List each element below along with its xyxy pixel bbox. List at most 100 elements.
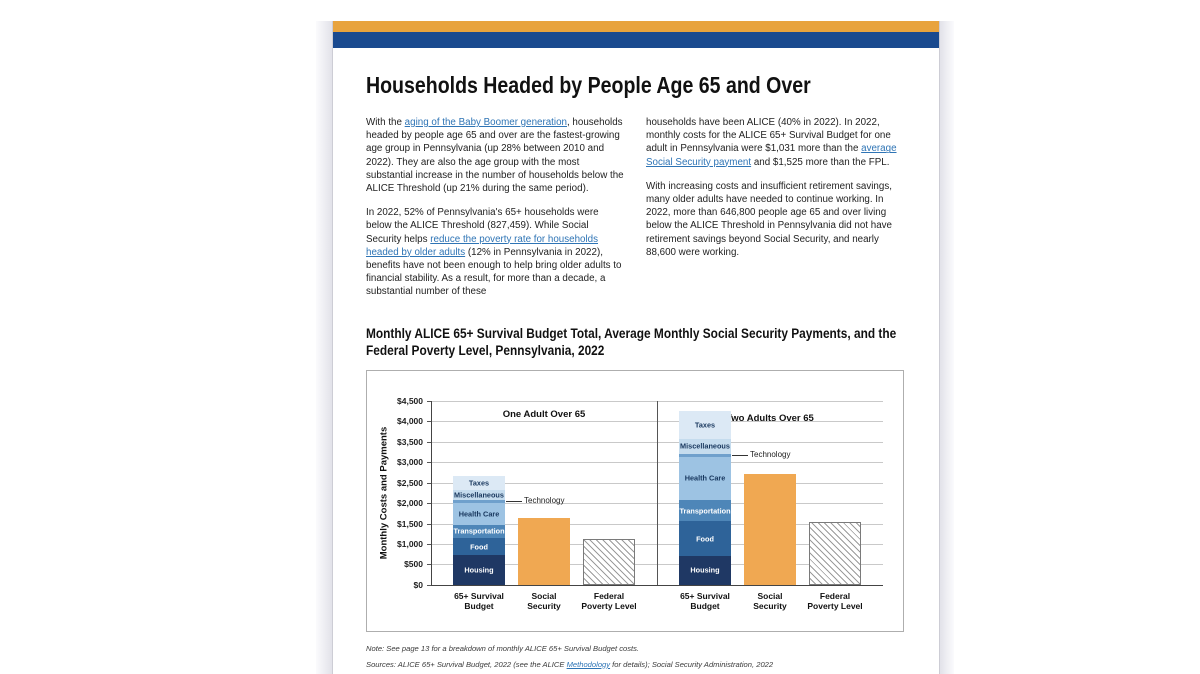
x-axis-label-line: Poverty Level [807,601,863,612]
segment-label: Health Care [458,509,500,519]
y-tick-mark [427,421,431,423]
y-tick-mark [427,503,431,505]
bar-social-security [744,474,796,585]
technology-callout-label: Technology [524,496,565,506]
text-run: Sources: ALICE 65+ Survival Budget, 2022… [366,659,567,669]
y-tick-mark [427,523,431,525]
page-content: Households Headed by People Age 65 and O… [333,73,939,669]
bar-segment-transportation [679,499,731,522]
y-axis-line [431,400,432,585]
x-axis-label-line: Social [757,590,783,601]
text-run: With the [366,117,405,128]
y-tick-label: $1,500 [397,518,423,529]
text-run: (12% in Pennsylvania in 2022), benefits … [366,246,622,298]
text-run: households have been ALICE (40% in 2022)… [646,117,891,155]
chart-note: Note: See page 13 for a breakdown of mon… [366,644,906,653]
bar-federal-poverty-level [583,538,635,585]
bar-segment-transportation [453,524,505,538]
segment-label: Transportation [453,526,505,536]
segment-label: Food [470,542,488,552]
segment-label: Housing [690,565,720,575]
body-columns: With the aging of the Baby Boomer genera… [366,116,906,310]
header-band-orange [333,21,939,32]
paragraph: households have been ALICE (40% in 2022)… [646,116,906,169]
segment-label: Health Care [684,473,726,483]
inline-link[interactable]: aging of the Baby Boomer generation [404,117,567,128]
bar-segment-miscellaneous [679,438,731,454]
bar-social-security [518,518,570,585]
x-axis-label-line: Federal [593,590,625,601]
bar-segment-technology [679,453,731,458]
x-axis-category-label: Social Security [730,591,810,612]
bar-segment-miscellaneous [453,490,505,500]
technology-callout-label: Technology [750,450,791,460]
inline-link[interactable]: Methodology [566,659,611,669]
chart-title: Monthly ALICE 65+ Survival Budget Total,… [366,325,897,358]
y-tick-mark [427,462,431,464]
segment-label: Miscellaneous [454,490,504,500]
segment-label: Housing [464,565,494,575]
body-column-left: With the aging of the Baby Boomer genera… [366,116,626,310]
y-tick-label: $2,000 [397,498,423,509]
text-run: Note: See page 13 for a breakdown of mon… [366,643,640,653]
paragraph: With increasing costs and insufficient r… [646,180,906,259]
chart-plot-area: One Adult Over 65 Housing Food Transportati… [431,400,883,611]
segment-label: Taxes [468,478,490,488]
bar-segment-housing [453,555,505,585]
bar-segment-taxes [453,476,505,491]
x-axis-category-label: Social Security [504,591,584,612]
bar-segment-housing [679,555,731,585]
inline-link[interactable]: average Social Security payment [646,143,897,168]
paragraph: With the aging of the Baby Boomer genera… [366,116,626,195]
x-axis-label-line: Security [753,601,787,612]
x-axis-label-line: Poverty Level [581,601,637,612]
x-axis-line [431,584,883,586]
bar-segment-technology [453,499,505,504]
x-axis-category-label: 65+ Survival Budget [439,591,519,612]
adjacent-page-edge-left [316,21,333,674]
chart-sources: Sources: ALICE 65+ Survival Budget, 2022… [366,660,906,669]
paragraph: In 2022, 52% of Pennsylvania's 65+ house… [366,206,626,298]
x-axis-category-label: 65+ Survival Budget [665,591,745,612]
y-tick-label: $2,500 [397,477,423,488]
text-run: for details); Social Security Administra… [610,659,774,669]
x-axis-label-line: Security [527,601,561,612]
chart: Monthly Costs and Payments One Adult Ove… [366,369,904,632]
x-axis-category-label: Federal Poverty Level [569,591,649,612]
x-axis-label-line: 65+ Survival [680,590,730,601]
y-tick-label: $1,000 [397,538,423,549]
adjacent-page-edge-right [939,21,954,674]
y-tick-label: $500 [404,559,423,570]
y-tick-mark [427,543,431,545]
bar-segment-taxes [679,411,731,439]
segment-label: Taxes [694,420,716,430]
y-tick-label: $4,500 [397,395,423,406]
body-column-right: households have been ALICE (40% in 2022)… [646,116,906,310]
stacked-bar-65-survival-budget: Housing Food Transportation Health Care Misc… [679,401,731,585]
text-run: With increasing costs and insufficient r… [646,180,892,258]
panel-header: One Adult Over 65 [502,408,586,420]
y-tick-mark [427,400,431,402]
y-tick-mark [427,441,431,443]
text-run: , households headed by people age 65 and… [366,117,624,195]
panel-header: Two Adults Over 65 [726,412,814,424]
bar-federal-poverty-level [809,522,861,585]
text-run: In 2022, 52% of Pennsylvania's 65+ house… [366,207,599,245]
stacked-bar-65-survival-budget: Housing Food Transportation Health Care Misc… [453,401,505,585]
report-page: Households Headed by People Age 65 and O… [333,21,939,674]
panel-divider-line [657,400,658,585]
text-run: and $1,525 more than the FPL. [751,156,890,168]
y-tick-label: $3,000 [397,457,423,468]
bar-segment-food [679,521,731,556]
x-axis-label-line: Federal [819,590,851,601]
x-axis-label-line: Budget [464,601,494,612]
x-axis-label-line: Budget [690,601,720,612]
y-tick-mark [427,564,431,566]
bar-segment-health-care [453,503,505,525]
page-title: Households Headed by People Age 65 and O… [366,72,811,98]
segment-label: Food [696,534,714,544]
inline-link[interactable]: reduce the poverty rate for households h… [366,233,599,258]
bar-segment-health-care [679,457,731,500]
x-axis-label-line: 65+ Survival [454,590,504,601]
